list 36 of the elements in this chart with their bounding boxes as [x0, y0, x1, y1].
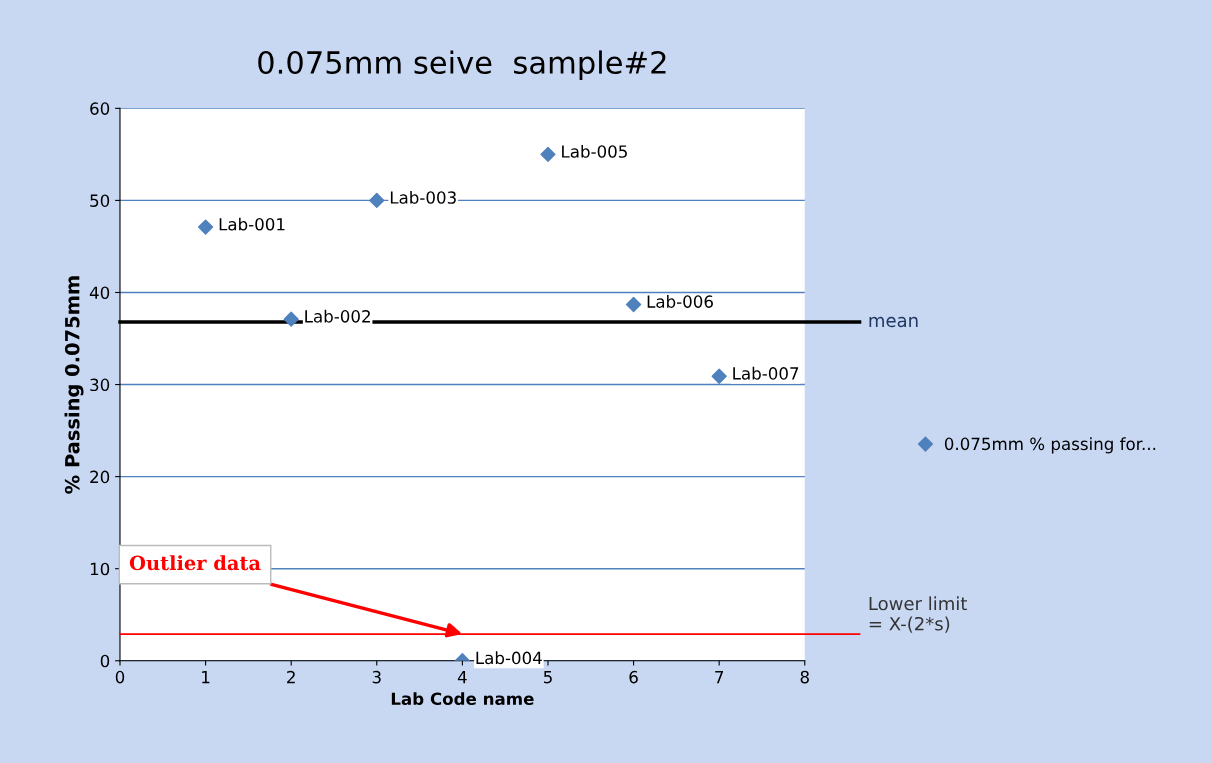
annotation: Lab-001 — [219, 217, 285, 231]
point — [540, 146, 556, 163]
x-tick-label: 0 — [115, 670, 125, 684]
ref-line-label: mean — [869, 316, 918, 328]
point — [625, 296, 642, 313]
point — [711, 368, 727, 384]
x-tick-label: 4 — [457, 670, 467, 684]
point — [283, 311, 299, 327]
x-tick-label: 1 — [202, 670, 210, 684]
x-axis-title: Lab Code name — [391, 692, 534, 706]
annotation: Lab-002 — [305, 309, 370, 323]
chart-title: 0.075mm seive sample#2 — [258, 50, 666, 80]
y-tick-label: 40 — [89, 286, 110, 300]
x-tick-label: 6 — [629, 670, 638, 684]
y-tick-label: 30 — [90, 378, 110, 392]
y-tick-label: 10 — [90, 562, 110, 576]
x-tick-label: 7 — [715, 670, 724, 684]
x-tick-label: 8 — [800, 670, 809, 684]
y-tick-label: 50 — [90, 194, 110, 207]
annotation: Lab-007 — [733, 366, 799, 380]
point — [197, 219, 214, 235]
x-tick-label: 5 — [543, 670, 552, 684]
x-tick-label: 3 — [372, 670, 381, 684]
annotation: Lab-006 — [647, 295, 713, 308]
legend-label: 0.075mm % passing for... — [944, 437, 1156, 454]
annotation: Lab-004 — [476, 651, 542, 665]
annotation: Lab-003 — [390, 190, 456, 204]
y-tick-label: 60 — [90, 102, 110, 115]
y-axis-title: % Passing 0.075mm — [64, 276, 84, 494]
point — [369, 192, 385, 209]
annotation: Lab-005 — [562, 144, 627, 158]
y-tick-label: 0 — [100, 654, 110, 668]
y-tick-label: 20 — [90, 470, 110, 484]
ref-line-label: Lower limit = X-(2*s) — [869, 596, 967, 633]
x-tick-label: 2 — [287, 670, 295, 684]
annotation: Outlier data — [129, 555, 261, 571]
